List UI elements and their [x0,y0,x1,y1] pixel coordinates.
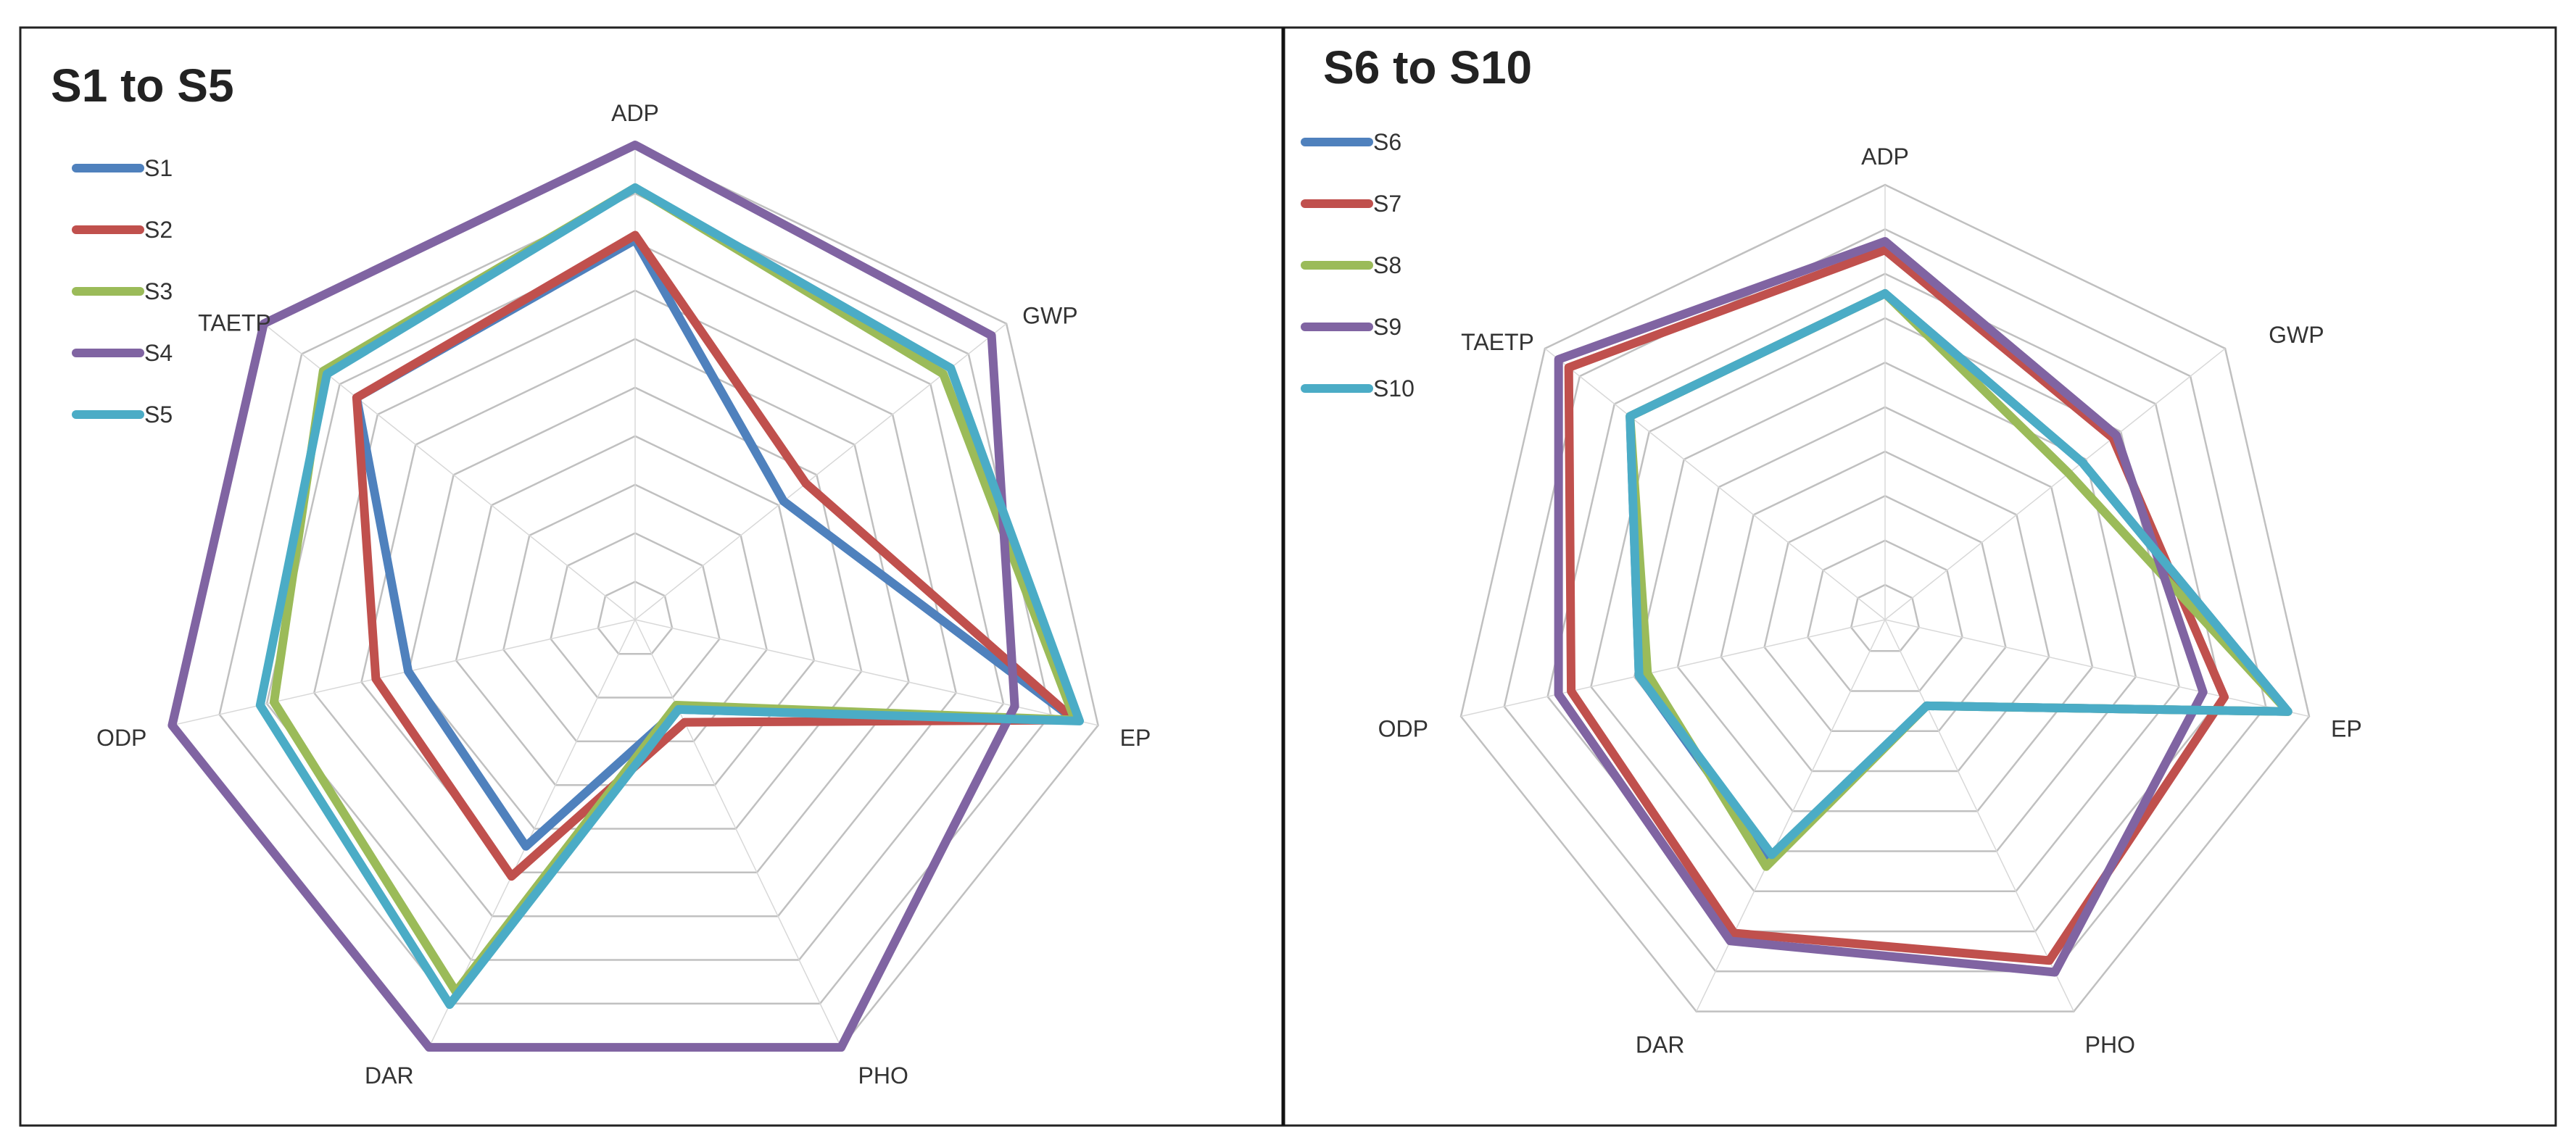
legend: S6 S7 S8 S9 S10 [1301,129,1415,402]
legend-label-s4: S4 [144,340,173,366]
chart-title: S6 to S10 [1323,41,1532,93]
spoke-pho [634,619,842,1048]
grid-ring [1676,406,2094,812]
spoke-gwp [1884,348,2226,620]
radar-series [1554,237,2293,977]
grid-ring [455,435,816,786]
legend-label-s5: S5 [144,402,173,428]
grid-ring [1720,450,2050,773]
chart-title: S1 to S5 [51,59,234,112]
axis-label-pho: PHO [2085,1032,2135,1058]
spoke-dar [1696,619,1886,1012]
spoke-odp [172,619,636,726]
grid-ring [597,581,674,655]
axis-label-taetp: TAETP [1461,329,1534,355]
grid-ring [502,483,768,743]
axis-labels: ADP GWP EP PHO DAR ODP TAETP [1378,144,2362,1058]
spoke-ep [634,619,1098,726]
spoke-odp [1460,619,1886,718]
axis-label-ep: EP [1120,725,1151,751]
series-line-s5 [255,183,1084,1010]
axis-label-gwp: GWP [1022,303,1077,329]
legend-label-s3: S3 [144,278,173,304]
panel-left-frame [19,26,1285,1127]
radar-grid [171,144,1099,1049]
spoke-taetp [1544,348,1886,620]
grid-ring [360,338,910,874]
grid-ring [218,192,1052,1005]
axis-label-taetp: TAETP [198,310,271,336]
radar-spokes [1460,185,2310,1012]
legend-label-s2: S2 [144,217,173,243]
series-line-s10 [1625,289,2293,860]
axis-label-odp: ODP [1378,716,1428,742]
grid-ring [1459,183,2311,1012]
axis-label-dar: DAR [365,1062,414,1089]
axis-label-ep: EP [2331,716,2362,742]
series-line-s9 [1554,237,2208,977]
legend-label-s8: S8 [1373,252,1401,278]
panel-right-frame [1282,26,2557,1127]
series-line-s1 [352,236,1080,851]
grid-ring [550,532,721,699]
grid-ring [265,241,1005,961]
grid-ring [1807,539,1963,692]
axis-labels: ADP GWP EP PHO DAR ODP TAETP [96,100,1151,1089]
grid-ring [407,386,863,830]
radar-series [167,141,1084,1052]
grid-ring [1763,494,2007,733]
spoke-pho [1884,619,2074,1012]
axis-label-dar: DAR [1636,1032,1685,1058]
series-line-s2 [352,230,1080,881]
axis-label-adp: ADP [1861,144,1909,170]
legend-label-s10: S10 [1373,375,1415,402]
grid-ring [1850,583,1921,652]
legend-label-s7: S7 [1373,191,1401,217]
legend-label-s6: S6 [1373,129,1401,155]
axis-label-odp: ODP [96,725,146,751]
series-line-s4 [167,141,1019,1052]
axis-label-pho: PHO [858,1062,908,1089]
legend: S1 S2 S3 S4 S5 [72,155,173,428]
axis-label-adp: ADP [611,100,659,126]
legend-label-s1: S1 [144,155,173,181]
axis-label-gwp: GWP [2269,322,2324,348]
legend-label-s9: S9 [1373,314,1401,340]
grid-ring [1546,273,2224,933]
spoke-ep [1884,619,2310,718]
radar-chart-s1-s5: S1 to S5 ADP GWP EP PHO DAR ODP TAETP S1 S2 S3 S4… [51,59,1151,1089]
